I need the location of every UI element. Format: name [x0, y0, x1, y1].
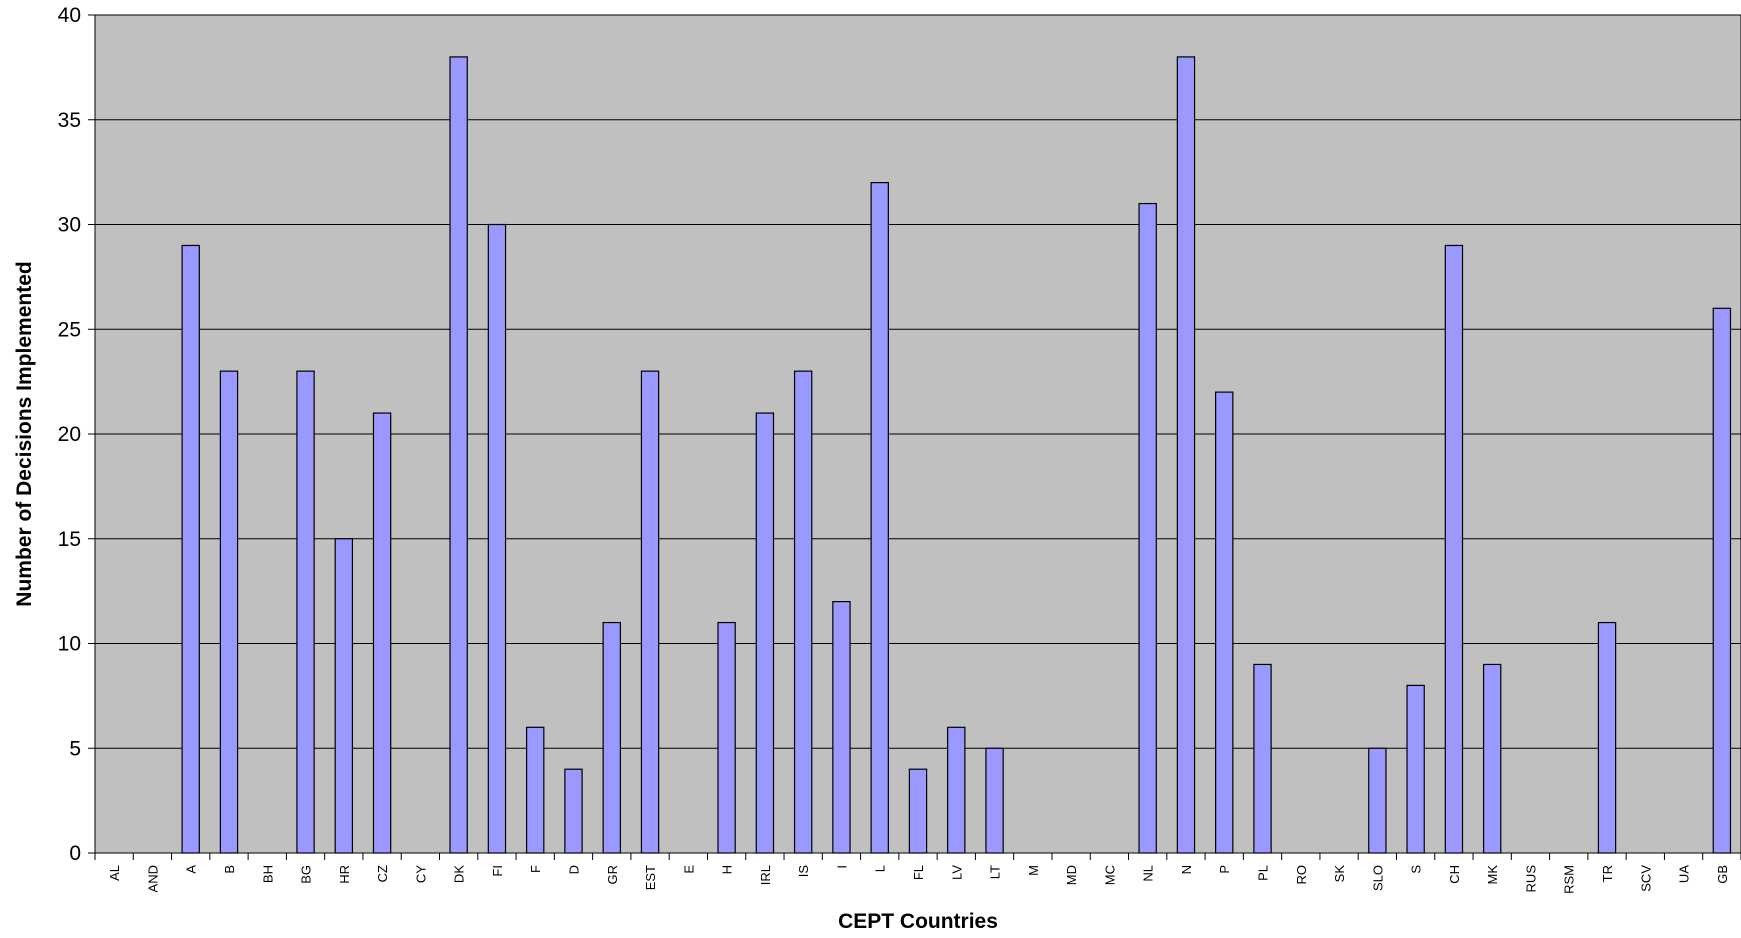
bar-fl	[908, 768, 928, 854]
x-tick-label: MD	[1064, 865, 1079, 885]
y-tick-label: 10	[58, 633, 81, 656]
y-tick-label: 15	[58, 528, 81, 551]
bar-est	[640, 370, 660, 854]
x-tick-label: FL	[911, 865, 926, 880]
x-tick-label: FI	[490, 865, 505, 877]
x-tick-label: N	[1179, 865, 1194, 874]
bar-lt	[985, 747, 1004, 854]
x-tick-label: P	[1217, 865, 1232, 874]
x-tick-label: HR	[337, 865, 352, 884]
bar-i	[832, 600, 851, 854]
x-tick-label: H	[720, 865, 735, 874]
x-tick-label: CY	[413, 865, 428, 883]
bar-h	[717, 621, 736, 854]
x-tick-label: M	[1026, 865, 1041, 876]
x-tick-label: I	[834, 865, 849, 869]
bar-fi	[487, 223, 507, 854]
bar-l	[870, 182, 889, 854]
bar-slo	[1368, 747, 1387, 854]
x-tick-label: F	[528, 865, 543, 873]
bar-f	[525, 726, 545, 854]
x-tick-label: IS	[796, 865, 811, 878]
x-tick-label: RSM	[1562, 865, 1577, 894]
x-tick-label: NL	[1141, 865, 1156, 882]
bar-pl	[1253, 663, 1272, 854]
bar-cz	[372, 412, 392, 854]
gridlines	[95, 119, 1741, 749]
x-tick-label: SCV	[1638, 865, 1653, 892]
x-tick-label: MK	[1485, 865, 1500, 885]
y-tick-label: 30	[58, 214, 81, 237]
x-tick-label: AND	[145, 865, 160, 892]
bar-irl	[755, 412, 775, 854]
y-tick-label: 20	[58, 423, 81, 446]
y-tick-label: 35	[58, 109, 81, 132]
x-tick-label: MC	[1102, 865, 1117, 885]
bars	[181, 56, 1732, 854]
x-tick-label: GB	[1715, 865, 1730, 884]
y-tick-label: 40	[58, 4, 81, 27]
x-axis-title: CEPT Countries	[838, 910, 998, 933]
x-tick-label: UA	[1677, 865, 1692, 883]
x-tick-label: CH	[1447, 865, 1462, 884]
x-tick-label: TR	[1600, 865, 1615, 882]
y-tick-label: 25	[58, 318, 81, 341]
x-tick-label: SLO	[1370, 865, 1385, 891]
x-tick-label: E	[681, 865, 696, 874]
x-tick-label: RO	[1294, 865, 1309, 885]
bar-ch	[1444, 244, 1464, 854]
bar-n	[1176, 56, 1196, 854]
x-tick-label: GR	[605, 865, 620, 885]
x-tick-label: BG	[299, 865, 314, 884]
x-tick-label: PL	[1256, 865, 1271, 881]
bar-p	[1215, 391, 1234, 854]
y-axis-title: Number of Decisions Implemented	[13, 261, 36, 606]
bar-gr	[602, 621, 621, 854]
bar-dk	[449, 56, 468, 854]
x-tick-label: SK	[1332, 865, 1347, 883]
bar-a	[181, 244, 200, 854]
y-tick-label: 5	[69, 737, 81, 760]
x-tick-label: B	[222, 865, 237, 874]
x-tick-label: S	[1409, 865, 1424, 874]
x-tick-label: AL	[107, 865, 122, 881]
bar-mk	[1482, 663, 1502, 854]
bar-lv	[947, 726, 966, 854]
x-tick-label: IRL	[758, 865, 773, 885]
bar-nl	[1138, 202, 1157, 854]
bar-hr	[334, 538, 354, 854]
x-tick-label: L	[873, 865, 888, 872]
y-axis-ticks: 0 5 10 15 20 25 30 35 40	[58, 4, 95, 865]
bar-s	[1406, 684, 1425, 854]
x-tick-label: RUS	[1523, 865, 1538, 893]
bar-d	[564, 768, 583, 854]
x-tick-label: CZ	[375, 865, 390, 882]
x-tick-label: D	[566, 865, 581, 874]
x-tick-label: BH	[260, 865, 275, 883]
x-tick-label: DK	[452, 865, 467, 883]
bar-is	[793, 370, 813, 854]
bar-b	[219, 370, 239, 854]
x-tick-label: EST	[643, 865, 658, 890]
bar-bg	[296, 370, 315, 854]
y-tick-label: 0	[69, 842, 81, 865]
x-axis-ticks: AL AND A B BH BG HR CZ CY DK FI F D GR EST E H IRL IS I L FL L…	[94, 853, 1741, 894]
x-tick-label: LV	[949, 865, 964, 880]
bar-tr	[1597, 621, 1617, 854]
bar-gb	[1712, 307, 1732, 854]
x-tick-label: LT	[988, 865, 1003, 879]
x-tick-label: A	[184, 865, 199, 874]
